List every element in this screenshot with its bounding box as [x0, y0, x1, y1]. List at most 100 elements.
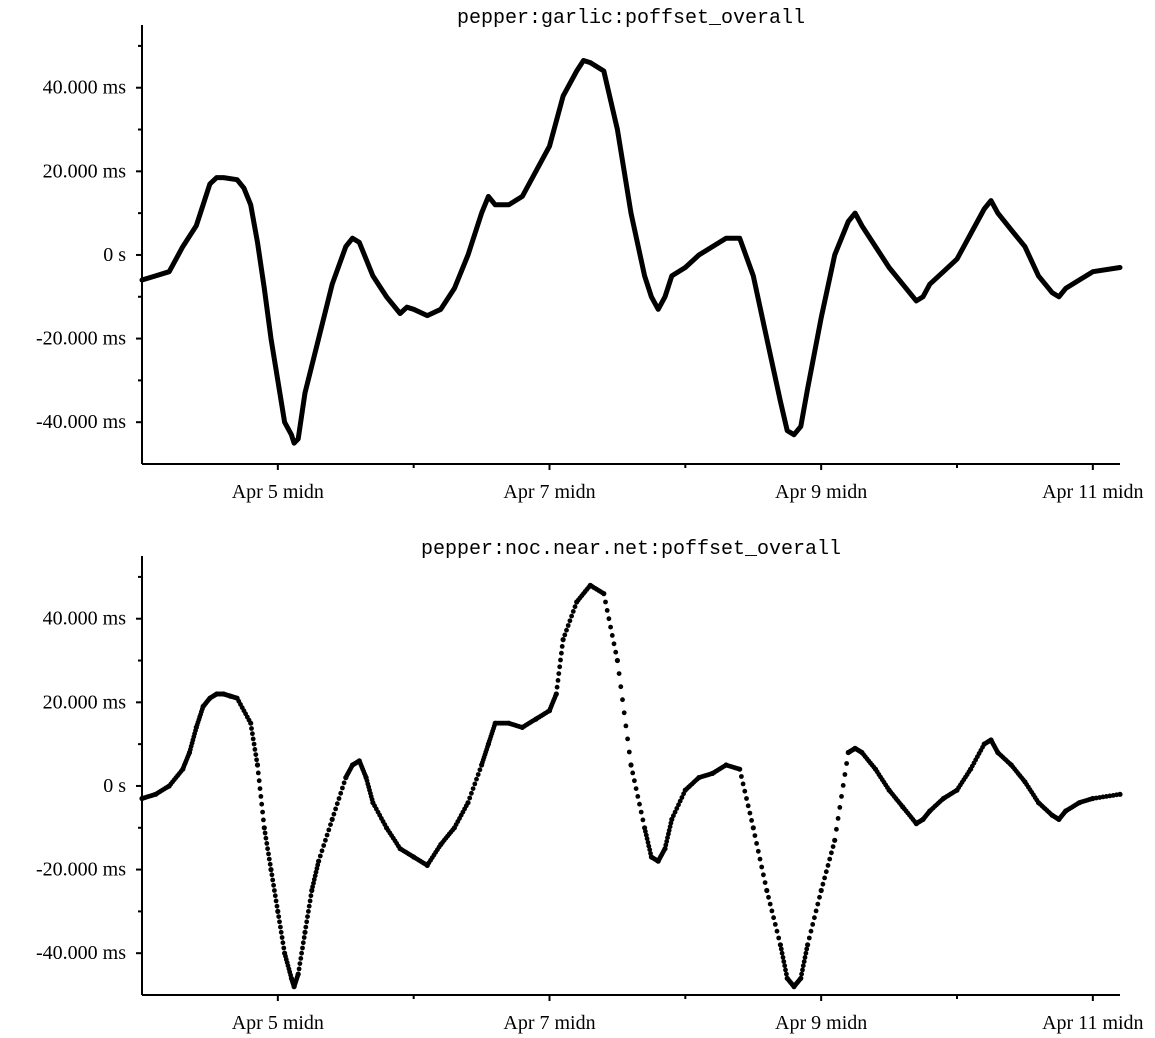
data-point	[570, 609, 576, 614]
data-point	[608, 624, 613, 630]
data-point	[254, 762, 261, 768]
x-tick-label: Apr 5 midn	[232, 1012, 324, 1034]
data-point	[469, 790, 474, 796]
data-point	[562, 632, 568, 638]
data-point	[628, 762, 634, 768]
data-point	[257, 786, 263, 791]
data-point	[645, 840, 651, 845]
x-tick-label: Apr 11 midn	[1042, 1012, 1143, 1034]
data-point	[313, 869, 319, 875]
data-point	[572, 604, 578, 610]
data-point	[251, 741, 257, 747]
data-point	[672, 809, 678, 815]
y-tick-label: -20.000 ms	[36, 859, 126, 881]
data-point	[271, 882, 276, 888]
data-point	[676, 802, 681, 808]
data-point	[799, 971, 804, 977]
data-point	[300, 940, 306, 946]
x-tick-label: Apr 5 midn	[232, 481, 324, 503]
data-point	[739, 774, 744, 779]
data-point	[606, 616, 612, 622]
data-point	[805, 942, 811, 948]
data-point	[810, 922, 816, 927]
data-point	[565, 623, 571, 628]
data-point	[319, 848, 325, 854]
data-point	[813, 908, 819, 914]
data-point	[832, 837, 838, 843]
data-point	[637, 801, 642, 807]
data-point	[255, 770, 261, 776]
data-point	[273, 898, 279, 904]
x-tick-label: Apr 7 midn	[503, 1012, 595, 1034]
x-tick-label: Apr 9 midn	[775, 481, 867, 503]
data-point	[472, 781, 478, 787]
data-point	[278, 924, 283, 930]
data-point	[303, 924, 309, 930]
data-point	[261, 825, 267, 831]
data-point	[263, 835, 269, 841]
x-tick-label: Apr 11 midn	[1042, 481, 1143, 503]
y-tick-label: 40.000 ms	[43, 608, 127, 630]
data-point	[266, 851, 271, 857]
data-point	[625, 736, 630, 742]
data-point	[677, 798, 683, 804]
data-point	[604, 608, 610, 613]
data-point	[778, 946, 784, 952]
data-point	[626, 749, 632, 755]
data-point	[559, 650, 564, 656]
data-point	[632, 778, 637, 784]
y-tick-label: -40.000 ms	[36, 411, 126, 433]
data-point	[553, 691, 559, 697]
data-point	[802, 955, 808, 960]
data-point	[300, 945, 305, 951]
data-point	[740, 781, 746, 787]
data-point	[316, 858, 322, 864]
x-tick-label: Apr 9 midn	[775, 1012, 867, 1034]
data-point	[326, 827, 332, 833]
data-point	[665, 835, 670, 841]
data-point	[817, 894, 822, 900]
data-point	[747, 810, 753, 816]
data-point	[757, 856, 763, 862]
data-point	[307, 898, 313, 904]
data-point	[820, 881, 826, 887]
data-point	[784, 971, 789, 977]
data-point	[254, 757, 259, 763]
data-point	[755, 848, 761, 854]
data-point	[308, 893, 314, 899]
data-point	[323, 837, 328, 843]
data-point	[630, 770, 636, 776]
data-point	[822, 875, 827, 881]
data-point	[679, 795, 685, 800]
data-point	[249, 726, 254, 731]
data-point	[252, 747, 258, 752]
data-point	[324, 832, 330, 838]
data-point	[276, 914, 282, 919]
data-point	[262, 830, 268, 836]
data-point	[666, 828, 672, 833]
data-point	[275, 908, 281, 915]
data-point	[304, 919, 310, 925]
data-point	[827, 856, 833, 862]
data-point	[825, 863, 831, 868]
data-point	[800, 963, 806, 969]
data-point	[774, 928, 780, 934]
data-point	[259, 801, 265, 807]
data-point	[766, 894, 771, 900]
data-point	[830, 844, 836, 849]
data-point	[737, 766, 743, 772]
data-point	[643, 829, 648, 834]
data-point	[613, 649, 619, 655]
bottom-chart-title: pepper:noc.near.net:poffset_overall	[421, 538, 841, 561]
data-point	[761, 872, 766, 878]
data-point	[295, 971, 301, 977]
data-point	[557, 664, 563, 670]
data-point	[754, 841, 759, 846]
data-point	[268, 867, 274, 873]
data-point	[321, 843, 327, 848]
data-point	[281, 945, 287, 951]
data-point	[305, 914, 310, 919]
data-point	[301, 935, 307, 940]
data-point	[269, 872, 275, 878]
data-point	[664, 839, 670, 844]
